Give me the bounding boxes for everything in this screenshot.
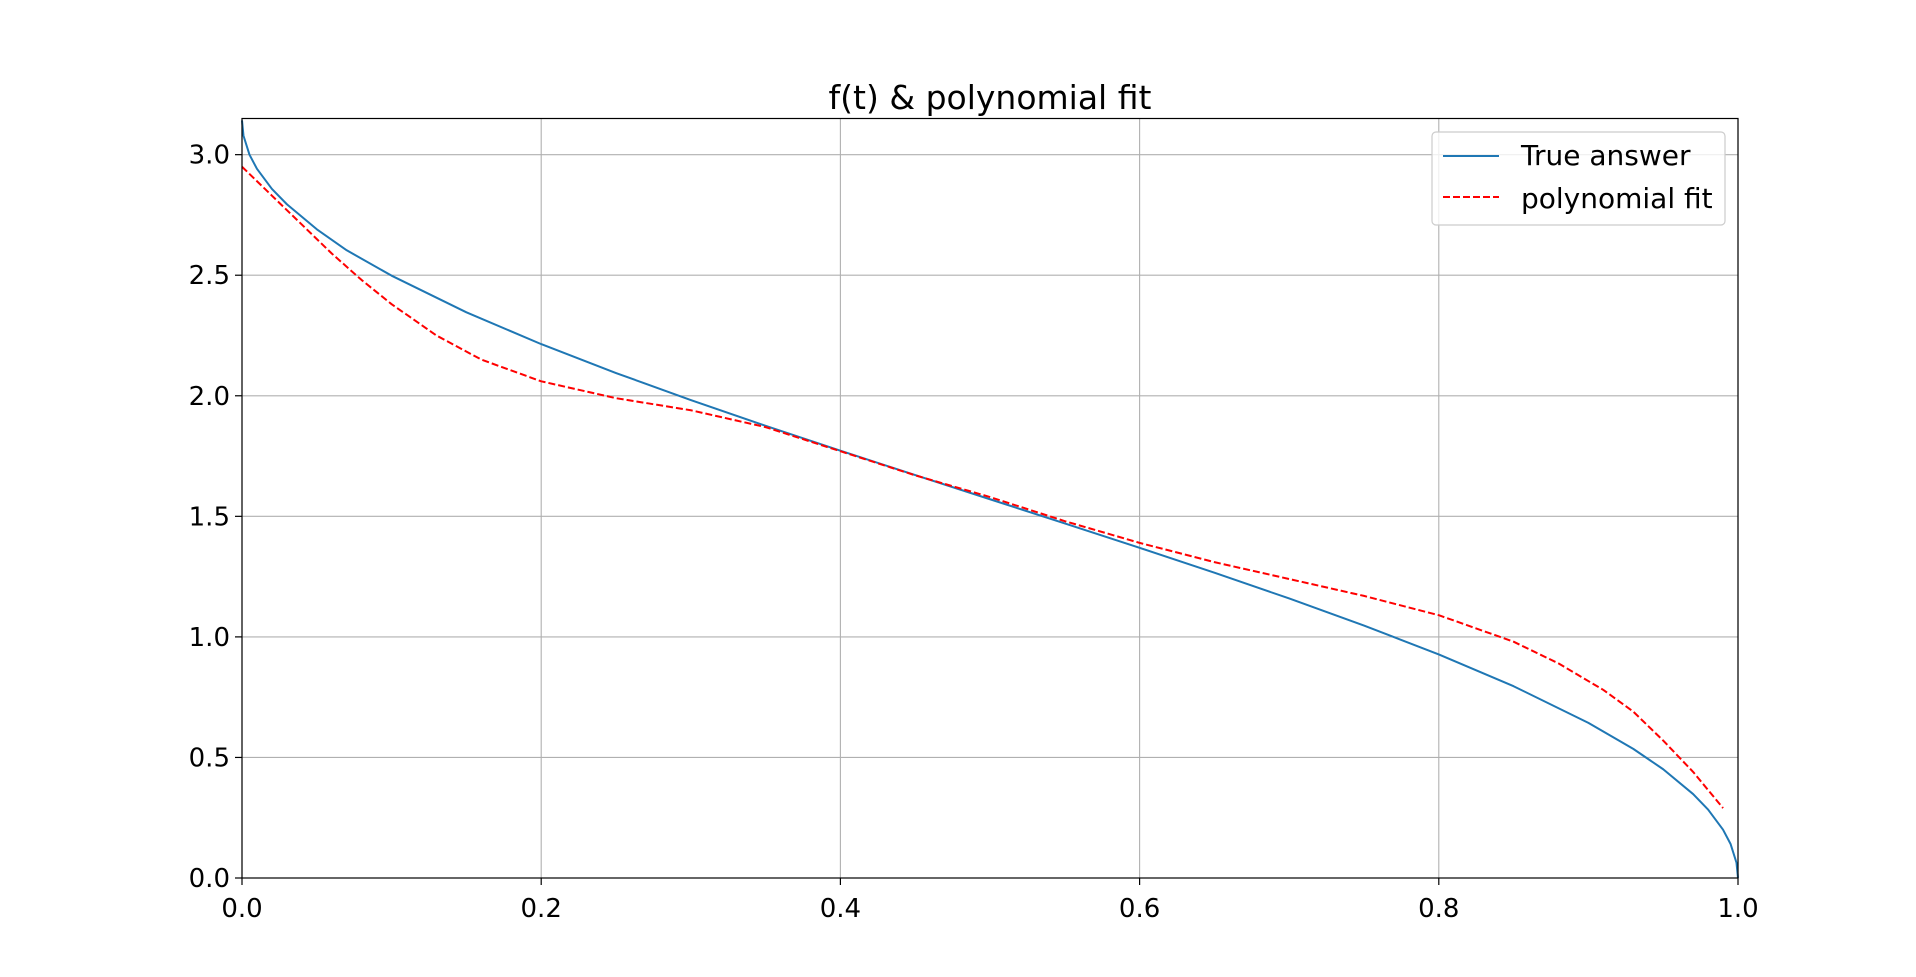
axes: 0.0 0.2 0.4 0.6 0.8 1.0 0.0 0.5 1.0 1.5 2.0 2.5 3.0 [189,141,1759,924]
x-tick-label: 0.0 [221,894,262,924]
x-tick-label: 0.2 [521,894,562,924]
x-tick-label: 1.0 [1717,894,1758,924]
y-tick-label: 0.5 [189,743,230,773]
x-tick-label: 0.4 [820,894,861,924]
legend-true-answer-label: True answer [1520,139,1691,172]
true-answer-line [241,120,1739,879]
y-tick-label: 3.0 [189,141,230,171]
y-tick-label: 0.0 [189,864,230,894]
x-tick-label: 0.6 [1119,894,1160,924]
chart-title: f(t) & polynomial fit [829,78,1152,117]
y-tick-label: 1.5 [189,502,230,532]
legend-box [1431,131,1726,226]
polynomial-fit-line [241,166,1724,809]
legend-polynomial-fit-label: polynomial fit [1521,182,1713,215]
data-series [241,120,1739,879]
plot-frame [241,117,1739,879]
y-tick-label: 2.5 [189,261,230,291]
x-tick-label: 0.8 [1418,894,1459,924]
legend: True answer polynomial fit [1431,131,1726,226]
y-tick-label: 2.0 [189,382,230,412]
y-tick-label: 1.0 [189,623,230,653]
